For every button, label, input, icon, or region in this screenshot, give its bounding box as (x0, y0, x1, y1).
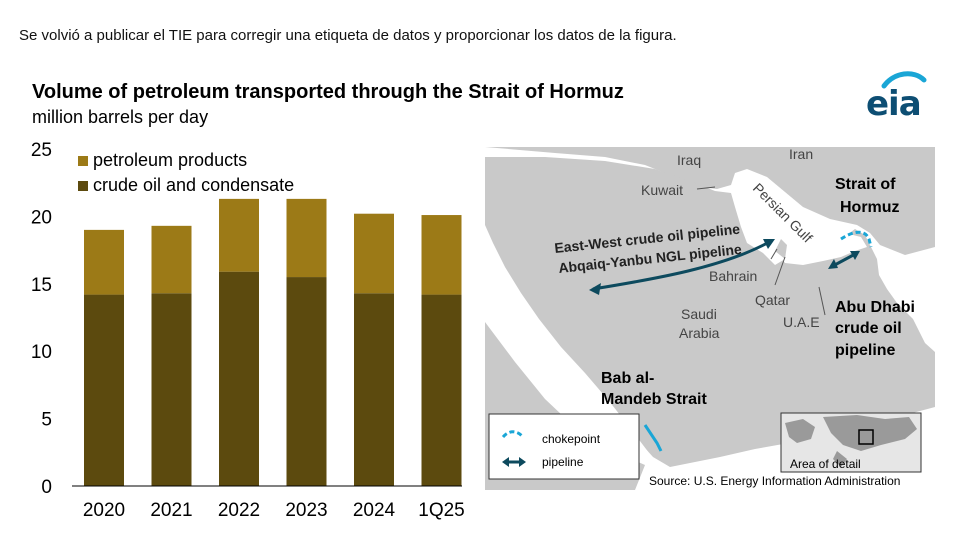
map-label-hormuz-line2: Hormuz (840, 199, 900, 216)
y-tick-label: 10 (31, 342, 52, 363)
legend-pipeline-arrow-left-icon (502, 457, 509, 467)
x-tick-label: 2023 (285, 500, 327, 521)
legend: petroleum products crude oil and condens… (78, 150, 294, 195)
inset-world-land (785, 415, 917, 467)
bab-el-mandeb-chokepoint-icon (643, 424, 663, 452)
land-qatar (775, 239, 787, 259)
map-label-qatar: Qatar (755, 292, 790, 308)
map-label-bahrain: Bahrain (709, 268, 757, 284)
east-west-pipeline-arrow-icon (592, 239, 772, 291)
chart-title: Volume of petroleum transported through … (32, 81, 624, 103)
map-label-kuwait: Kuwait (641, 182, 683, 198)
land-iraq-iran (485, 147, 935, 255)
bar-crude-2020 (84, 294, 124, 486)
map-legend: chokepoint pipeline (488, 413, 640, 480)
source-note: Source: U.S. Energy Information Administ… (649, 474, 901, 488)
bar-crude-2021 (151, 293, 192, 486)
map-label-iran: Iran (789, 147, 813, 162)
bar-crude-2024 (354, 293, 394, 486)
red-sea (485, 225, 661, 473)
region-map: Iraq Iran Kuwait Persian Gulf Bahrain Qa… (485, 147, 935, 490)
map-legend-chokepoint-label: chokepoint (542, 432, 601, 446)
kuwait-leader-line (696, 186, 716, 190)
bar-crude-1Q25 (421, 294, 462, 486)
hormuz-chokepoint-icon (840, 230, 873, 248)
map-label-iraq: Iraq (677, 152, 701, 168)
map-label-bab-line1: Bab al- (601, 370, 654, 387)
y-tick-label: 0 (41, 477, 52, 498)
east-west-pipeline-arrowhead-west-icon (589, 283, 601, 295)
map-legend-box (488, 413, 640, 480)
map-label-saudi: Saudi (681, 306, 717, 322)
y-tick-label: 25 (31, 140, 52, 161)
bar-products-2022 (219, 198, 259, 272)
legend-swatch-products (78, 156, 88, 166)
map-label-hormuz-line1: Strait of (835, 176, 896, 193)
y-tick-label: 5 (41, 410, 52, 431)
legend-label-products: petroleum products (93, 150, 247, 170)
x-tick-label: 2022 (218, 500, 260, 521)
eia-logo: eia (862, 66, 942, 124)
chart-subtitle: million barrels per day (32, 107, 209, 127)
map-label-abu-dhabi-line1: Abu Dhabi (835, 299, 915, 316)
map-legend-pipeline-label: pipeline (542, 455, 584, 469)
uae-leader-line (818, 286, 826, 316)
east-west-pipeline-arrowhead-east-icon (763, 239, 775, 249)
bar-group (84, 198, 462, 486)
y-tick-label: 15 (31, 275, 52, 296)
map-label-abu-dhabi-line2: crude oil (835, 320, 902, 337)
bar-crude-2022 (219, 271, 259, 486)
bar-products-2023 (286, 198, 327, 278)
bar-products-1Q25 (421, 215, 462, 295)
x-tick-label: 2020 (83, 500, 125, 521)
eia-logo-swoosh-icon (881, 71, 927, 89)
legend-swatch-crude (78, 181, 88, 191)
x-axis: 2020 2021 2022 2023 2024 1Q25 (83, 500, 465, 521)
republish-notice: Se volvió a publicar el TIE para corregi… (19, 27, 677, 44)
inset-detail-box (858, 429, 874, 445)
map-label-arabia: Arabia (679, 325, 720, 341)
x-tick-label: 2021 (150, 500, 192, 521)
map-inset: Area of detail (780, 412, 922, 473)
x-tick-label: 2024 (353, 500, 396, 521)
map-label-bab-line2: Mandeb Strait (601, 391, 707, 408)
bahrain-leader-line (770, 248, 778, 260)
persian-gulf (731, 177, 867, 265)
inset-caption: Area of detail (790, 457, 861, 471)
qatar-leader-line (774, 256, 786, 286)
bar-products-2021 (151, 225, 192, 294)
eia-logo-text: eia (866, 84, 922, 124)
legend-chokepoint-icon (501, 430, 525, 439)
y-tick-label: 20 (31, 207, 52, 228)
bar-crude-2023 (286, 277, 327, 486)
legend-pipeline-arrow-right-icon (519, 457, 526, 467)
bar-products-2024 (354, 213, 394, 294)
map-label-abu-dhabi-line3: pipeline (835, 342, 896, 359)
bar-products-2020 (84, 229, 124, 295)
x-tick-label: 1Q25 (418, 500, 464, 521)
abu-dhabi-pipeline-arrowhead-east-icon (850, 251, 860, 260)
map-label-uae: U.A.E (783, 314, 820, 330)
abu-dhabi-pipeline-arrowhead-west-icon (828, 259, 838, 269)
legend-label-crude: crude oil and condensate (93, 175, 294, 195)
y-axis: 0 5 10 15 20 25 (31, 140, 52, 498)
bar-chart: 0 5 10 15 20 25 2020 2021 2022 2023 2024 1Q25 petr… (31, 140, 465, 521)
